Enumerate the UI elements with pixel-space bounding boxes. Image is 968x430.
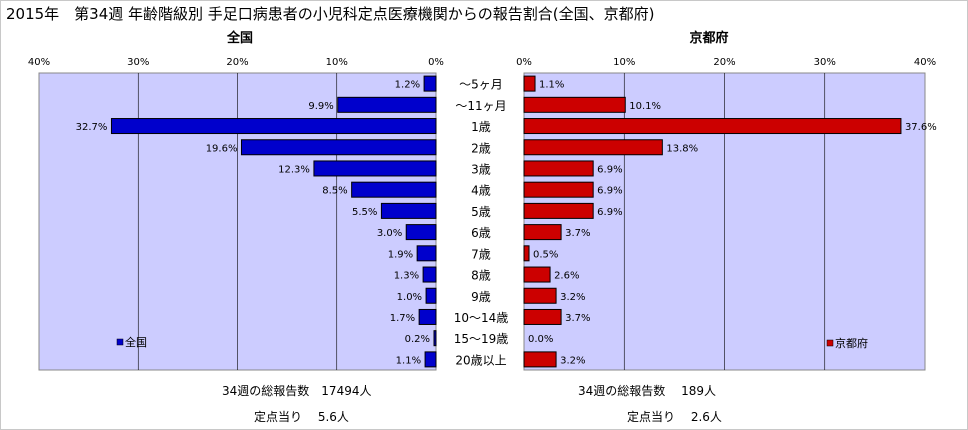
national-total-value: 17494人 [321, 384, 372, 398]
kyoto-panel-title: 京都府 [689, 30, 728, 46]
national-tick-label: 30% [127, 57, 149, 68]
kyoto-per-sentinel: 定点当り 2.6人 [627, 410, 722, 424]
kyoto-data-label: 6.9% [597, 207, 622, 218]
national-bar [424, 351, 437, 368]
kyoto-tick-label: 10% [613, 57, 635, 68]
national-bar [110, 118, 437, 135]
national-data-label: 1.1% [396, 355, 421, 366]
kyoto-tick-label: 20% [713, 57, 735, 68]
national-bar [351, 181, 437, 198]
national-panel-title: 全国 [226, 30, 253, 46]
national-bar [416, 245, 437, 262]
national-bar [425, 287, 437, 304]
category-label: 2歳 [471, 141, 491, 155]
kyoto-bar [523, 287, 557, 304]
national-data-label: 1.3% [394, 271, 419, 282]
kyoto-bar [523, 75, 536, 92]
category-label: ～11ヶ月 [455, 99, 506, 113]
national-per-value: 5.6人 [317, 410, 349, 424]
national-legend-label: 全国 [125, 335, 147, 349]
category-label: 6歳 [471, 226, 491, 240]
kyoto-total-label: 34週の総報告数 [578, 384, 666, 398]
national-data-label: 1.7% [390, 313, 415, 324]
national-tick-label: 10% [326, 57, 348, 68]
kyoto-tick-label: 30% [814, 57, 836, 68]
category-label: 20歳以上 [455, 353, 506, 367]
national-data-label: 19.6% [206, 143, 238, 154]
kyoto-bar [523, 118, 902, 135]
national-data-label: 1.9% [388, 249, 413, 260]
category-label: 1歳 [471, 120, 491, 134]
kyoto-bar [523, 139, 663, 156]
national-total-label: 34週の総報告数 [222, 384, 310, 398]
category-label: 8歳 [471, 269, 491, 283]
national-bar [418, 308, 437, 325]
national-total: 34週の総報告数 17494人 [222, 384, 371, 398]
chart-title: 2015年 第34週 年齢階級別 手足口病患者の小児科定点医療機関からの報告割合… [6, 5, 655, 23]
kyoto-data-label: 6.9% [597, 164, 622, 175]
kyoto-bar [523, 224, 562, 241]
kyoto-per-value: 2.6人 [690, 410, 722, 424]
kyoto-data-label: 1.1% [539, 80, 564, 91]
national-bar [433, 330, 437, 347]
national-data-label: 9.9% [308, 101, 333, 112]
national-tick-label: 40% [28, 57, 50, 68]
kyoto-per-label: 定点当り [627, 410, 676, 424]
kyoto-data-label: 0.5% [533, 249, 558, 260]
kyoto-data-label: 3.7% [565, 228, 590, 239]
national-data-label: 0.2% [405, 334, 430, 345]
national-legend-swatch [116, 338, 124, 346]
national-tick-label: 0% [428, 57, 444, 68]
national-data-label: 5.5% [352, 207, 377, 218]
national-bar [380, 202, 437, 219]
kyoto-bar [523, 96, 626, 113]
national-bar [313, 160, 437, 177]
kyoto-data-label: 3.2% [560, 292, 585, 303]
national-data-label: 1.2% [395, 80, 420, 91]
kyoto-bar [523, 202, 594, 219]
kyoto-bar [523, 266, 551, 283]
kyoto-data-label: 3.7% [565, 313, 590, 324]
kyoto-bar [523, 181, 594, 198]
kyoto-data-label: 0.0% [528, 334, 553, 345]
kyoto-bar [523, 245, 530, 262]
kyoto-total-value: 189人 [681, 384, 717, 398]
kyoto-legend-label: 京都府 [835, 336, 868, 350]
kyoto-tick-label: 40% [914, 57, 936, 68]
national-data-label: 8.5% [322, 186, 347, 197]
category-label: 7歳 [471, 247, 491, 261]
national-data-label: 32.7% [76, 122, 108, 133]
national-bar [240, 139, 437, 156]
category-label: 4歳 [471, 184, 491, 198]
kyoto-bar [523, 351, 557, 368]
kyoto-tick-label: 0% [516, 57, 532, 68]
category-label: ～5ヶ月 [459, 78, 503, 92]
national-bar [337, 96, 437, 113]
national-data-label: 1.0% [397, 292, 422, 303]
kyoto-total: 34週の総報告数 189人 [578, 384, 716, 398]
kyoto-bar [523, 160, 594, 177]
national-data-label: 12.3% [278, 164, 310, 175]
national-per-label: 定点当り [254, 410, 303, 424]
category-label: 15～19歳 [454, 332, 509, 346]
national-tick-label: 20% [226, 57, 248, 68]
kyoto-legend-swatch [826, 339, 834, 347]
category-label: 10～14歳 [454, 311, 509, 325]
kyoto-data-label: 10.1% [629, 101, 661, 112]
kyoto-data-label: 37.6% [905, 122, 937, 133]
national-data-label: 3.0% [377, 228, 402, 239]
kyoto-data-label: 13.8% [666, 143, 698, 154]
kyoto-data-label: 3.2% [560, 355, 585, 366]
kyoto-data-label: 6.9% [597, 186, 622, 197]
category-label: 3歳 [471, 162, 491, 176]
kyoto-bar [523, 308, 562, 325]
national-bar [423, 75, 437, 92]
kyoto-data-label: 2.6% [554, 271, 579, 282]
national-bar [405, 224, 437, 241]
category-label: 9歳 [471, 290, 491, 304]
category-label: 5歳 [471, 205, 491, 219]
national-bar [422, 266, 437, 283]
national-per-sentinel: 定点当り 5.6人 [254, 410, 349, 424]
